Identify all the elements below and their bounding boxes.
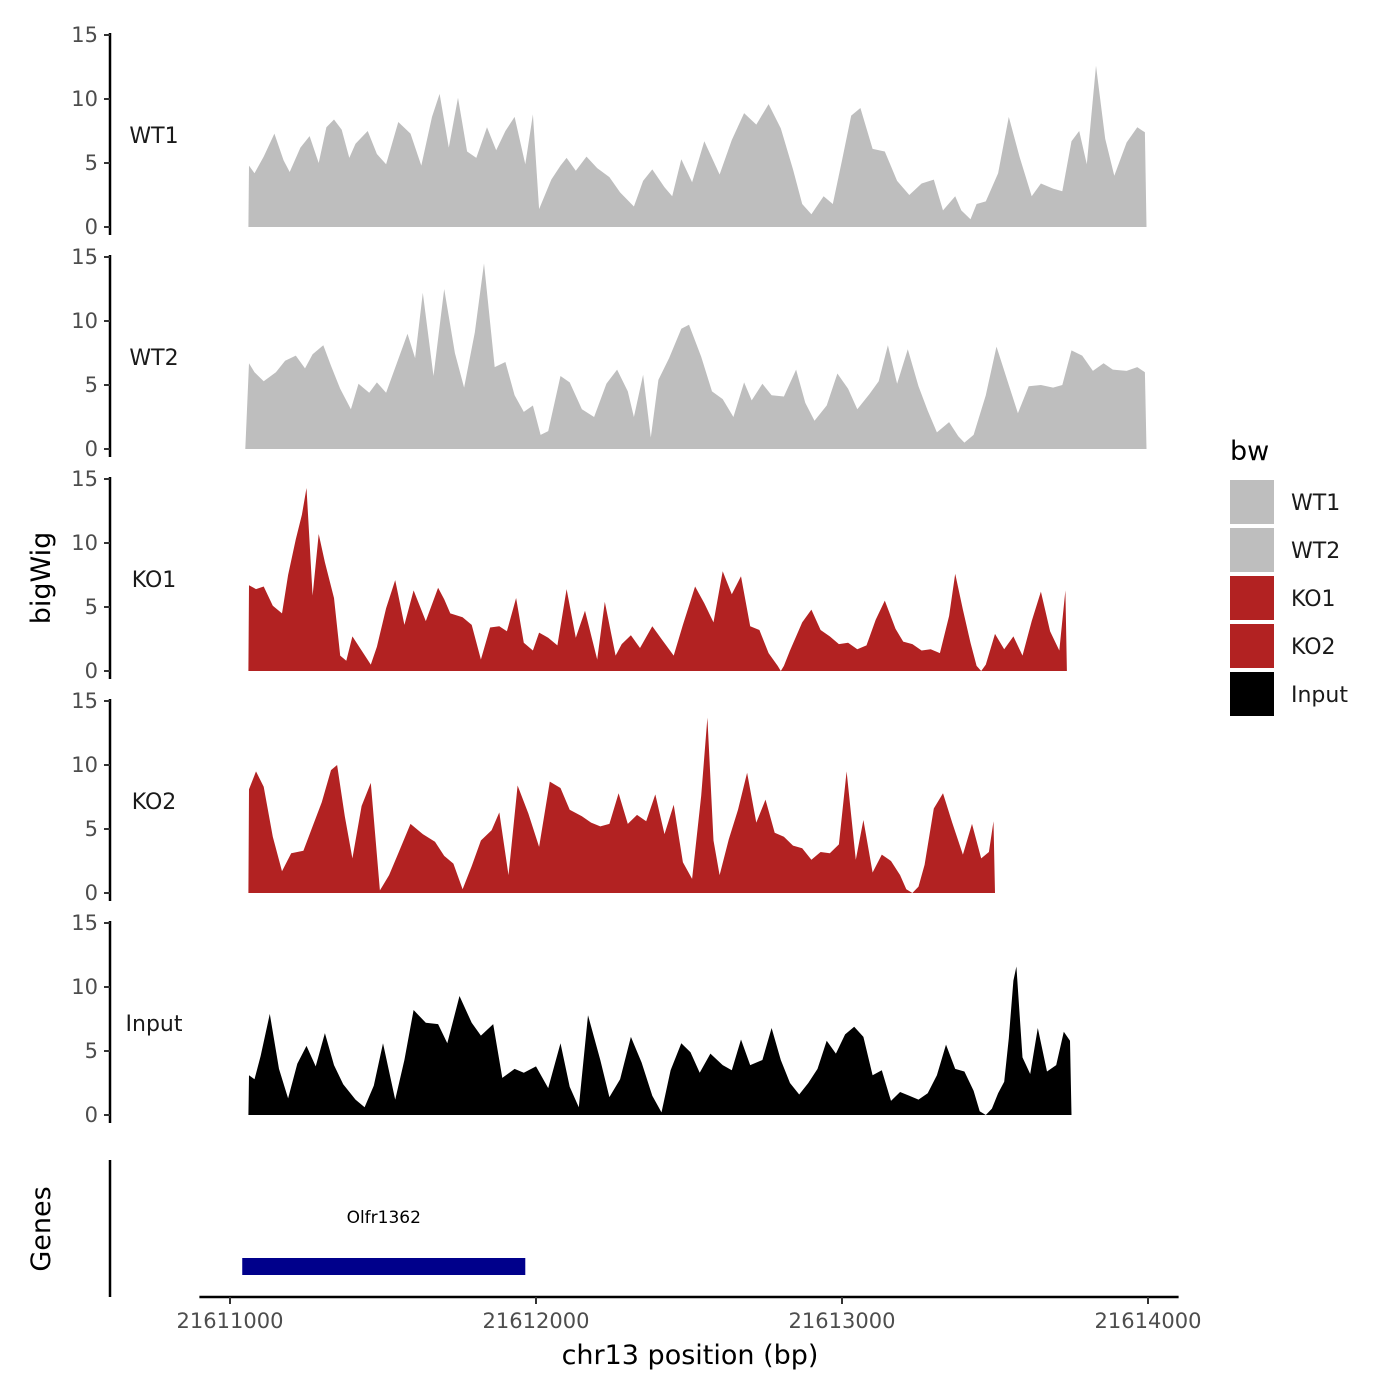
track-ko2: 0 5 10 15 KO2 [71, 689, 995, 905]
y-tick-label: 0 [85, 215, 98, 239]
y-tick-label: 15 [71, 689, 98, 713]
legend-swatch [1230, 672, 1274, 716]
area-wt2 [245, 263, 1147, 449]
legend-swatch [1230, 528, 1274, 572]
x-tick-label: 21614000 [1095, 1309, 1202, 1333]
y-tick-label: 0 [85, 437, 98, 461]
legend-title: bw [1230, 436, 1269, 467]
legend-item-ko1: KO1 [1230, 576, 1336, 620]
y-tick-label: 0 [85, 881, 98, 905]
track-label-input: Input [126, 1012, 183, 1037]
y-tick-label: 15 [71, 245, 98, 269]
legend-label: KO2 [1291, 635, 1336, 660]
gene-bar-olfr1362 [242, 1258, 526, 1275]
legend-swatch [1230, 576, 1274, 620]
y-tick-label: 5 [85, 817, 98, 841]
y-axis-title: bigWig [26, 532, 57, 625]
x-axis-title: chr13 position (bp) [562, 1340, 819, 1371]
y-tick-label: 0 [85, 659, 98, 683]
track-label-wt1: WT1 [129, 124, 178, 149]
legend-label: WT1 [1291, 491, 1340, 516]
x-axis: 21611000 21612000 21613000 21614000 [177, 1295, 1202, 1333]
y-tick-label: 5 [85, 151, 98, 175]
legend: bw WT1 WT2 KO1 KO2 Input [1230, 436, 1348, 716]
legend-item-wt2: WT2 [1230, 528, 1340, 572]
genes-axis-title: Genes [26, 1186, 57, 1271]
legend-label: Input [1291, 683, 1348, 708]
signal-tracks: 0 5 10 15 WT1 0 5 10 15 WT2 0 5 10 15 KO1 0 5 10 15 KO2 0 5 10… [71, 23, 1147, 1127]
track-input: 0 5 10 15 Input [71, 911, 1072, 1127]
gene-label-olfr1362: Olfr1362 [347, 1208, 421, 1228]
genes-panel: Olfr1362 [108, 1160, 526, 1297]
legend-item-input: Input [1230, 672, 1348, 716]
legend-swatch [1230, 480, 1274, 524]
track-ko1: 0 5 10 15 KO1 [71, 467, 1067, 683]
legend-label: WT2 [1291, 539, 1340, 564]
track-wt2: 0 5 10 15 WT2 [71, 245, 1147, 461]
y-tick-label: 5 [85, 1039, 98, 1063]
y-tick-label: 5 [85, 595, 98, 619]
track-label-wt2: WT2 [129, 346, 178, 371]
area-input [248, 966, 1072, 1115]
x-tick-label: 21611000 [177, 1309, 284, 1333]
x-tick-label: 21613000 [789, 1309, 896, 1333]
y-tick-label: 10 [71, 753, 98, 777]
y-tick-label: 10 [71, 975, 98, 999]
area-ko2 [248, 717, 995, 893]
y-tick-label: 0 [85, 1103, 98, 1127]
y-tick-label: 10 [71, 531, 98, 555]
y-tick-label: 15 [71, 467, 98, 491]
y-tick-label: 10 [71, 309, 98, 333]
y-tick-label: 10 [71, 87, 98, 111]
area-wt1 [248, 65, 1147, 227]
legend-swatch [1230, 624, 1274, 668]
track-wt1: 0 5 10 15 WT1 [71, 23, 1147, 239]
legend-label: KO1 [1291, 587, 1336, 612]
y-tick-label: 5 [85, 373, 98, 397]
track-label-ko2: KO2 [132, 790, 177, 815]
x-tick-label: 21612000 [483, 1309, 590, 1333]
y-tick-label: 15 [71, 911, 98, 935]
y-tick-label: 15 [71, 23, 98, 47]
legend-item-wt1: WT1 [1230, 480, 1340, 524]
track-label-ko1: KO1 [132, 568, 177, 593]
legend-item-ko2: KO2 [1230, 624, 1336, 668]
area-ko1 [248, 488, 1067, 671]
